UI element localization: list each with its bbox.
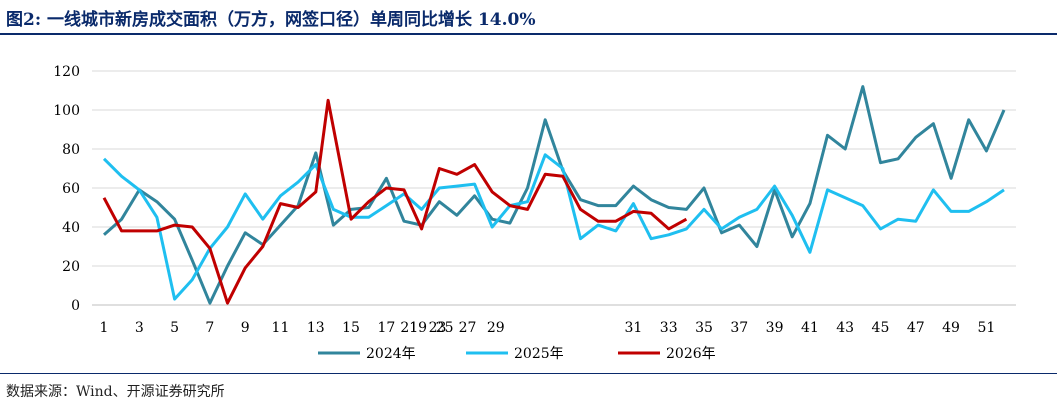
x-tick-label-49: 49	[942, 320, 960, 336]
series-line-2	[102, 153, 1005, 301]
x-tick-label-45: 45	[872, 320, 890, 336]
chart-title: 图2: 一线城市新房成交面积（万方，网签口径）单周同比增长 14.0%	[6, 10, 536, 30]
source-rule	[0, 373, 1057, 374]
x-tick-label-47: 47	[907, 320, 925, 336]
x-tick-label-21: 21	[400, 320, 418, 336]
x-tick-label-39: 39	[766, 320, 784, 336]
source-note: 数据来源：Wind、开源证券研究所	[6, 384, 225, 400]
x-tick-label-51: 51	[977, 320, 995, 336]
x-tick-label-3: 3	[135, 320, 144, 336]
x-tick-label-37: 37	[730, 320, 748, 336]
y-tick-label-40: 40	[62, 220, 80, 236]
x-tick-label-35: 35	[695, 320, 713, 336]
x-tick-label-11: 11	[272, 320, 290, 336]
y-tick-label-20: 20	[62, 259, 80, 275]
x-tick-label-17: 17	[377, 320, 395, 336]
x-tick-label-1: 1	[100, 320, 109, 336]
y-tick-label-100: 100	[53, 103, 80, 119]
x-tick-label-9: 9	[241, 320, 250, 336]
y-tick-label-60: 60	[62, 181, 80, 197]
y-tick-label-0: 0	[71, 298, 80, 314]
x-tick-label-33: 33	[660, 320, 678, 336]
x-tick-label-23: 23	[429, 320, 447, 336]
y-tick-label-120: 120	[53, 64, 80, 80]
legend-label-2: 2025年	[514, 346, 564, 362]
x-tick-label-13: 13	[307, 320, 325, 336]
x-tick-label-29: 29	[487, 320, 505, 336]
title-rule	[0, 33, 1057, 35]
y-tick-label-80: 80	[62, 142, 80, 158]
x-tick-label-41: 41	[801, 320, 819, 336]
x-tick-label-25: 25	[436, 320, 454, 336]
x-tick-label-31: 31	[624, 320, 642, 336]
x-tick-label-15: 15	[342, 320, 360, 336]
x-tick-label-5: 5	[170, 320, 179, 336]
series-line-3	[102, 98, 688, 305]
x-tick-label-19: 19	[409, 320, 427, 336]
x-tick-label-27: 27	[459, 320, 477, 336]
series-line-1	[103, 85, 1006, 305]
legend-label-1: 2024年	[366, 346, 416, 362]
x-tick-label-43: 43	[836, 320, 854, 336]
legend-label-3: 2026年	[666, 346, 716, 362]
x-tick-label-7: 7	[205, 320, 214, 336]
title-bar: 图2: 一线城市新房成交面积（万方，网签口径）单周同比增长 14.0%	[0, 0, 1057, 34]
